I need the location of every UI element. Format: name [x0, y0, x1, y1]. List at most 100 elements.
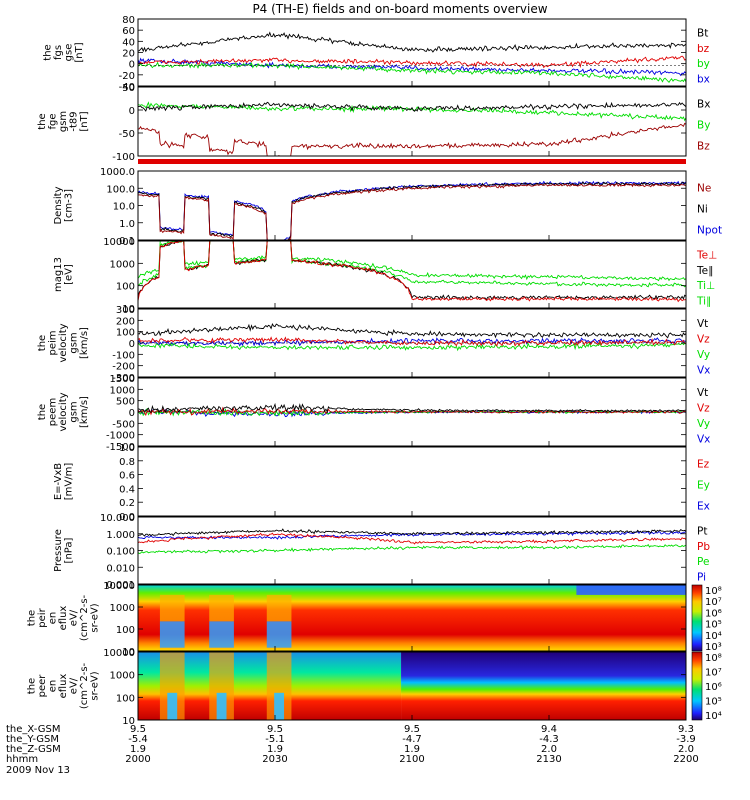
y-axis-label: mag13 [53, 257, 64, 292]
colorbar-tick-label: 10⁵ [705, 697, 722, 708]
legend-entry: By [697, 120, 710, 132]
legend-entry: Ti⊥ [696, 280, 715, 292]
footer-row-label: the_X-GSM [6, 724, 60, 735]
panel-frame [137, 170, 687, 241]
legend-entry: bx [697, 73, 710, 85]
y-axis-label: [km/s] [79, 396, 90, 428]
y-tick-label: 0 [129, 339, 135, 350]
y-axis-label: the [42, 44, 53, 60]
y-axis-label: eflux [58, 606, 69, 631]
y-tick-label: -500 [112, 419, 135, 430]
footer-value: 9.5 [267, 724, 283, 735]
trace-Vt [137, 323, 687, 339]
colorbar-tick-label: 10⁴ [705, 711, 722, 722]
panel-frame [137, 516, 687, 585]
legend-entry: Ti∥ [696, 295, 711, 307]
legend-entry: Pe [697, 556, 709, 568]
y-axis-label: gsm [69, 401, 80, 422]
y-axis-label: en [48, 612, 59, 625]
footer-value: 9.5 [130, 724, 146, 735]
y-tick-label: -50 [119, 129, 135, 140]
legend-entry: Ey [697, 480, 710, 492]
y-tick-label: 1.000 [106, 530, 135, 541]
legend-entry: bz [697, 43, 710, 55]
y-tick-label: -100 [112, 350, 135, 361]
y-tick-label: 0.010 [106, 563, 135, 574]
footer-value: -5.4 [128, 734, 148, 745]
chart-title: P4 (TH-E) fields and on-board moments ov… [252, 2, 547, 16]
y-tick-label: 300 [116, 305, 135, 316]
y-axis-label: eflux [58, 674, 69, 699]
y-tick-label: -20 [119, 71, 135, 82]
legend-entry: Bz [697, 141, 710, 153]
y-tick-label: -1000 [106, 431, 135, 442]
footer-value: 2.0 [541, 744, 557, 755]
y-tick-label: 200 [116, 316, 135, 327]
y-tick-label: 10.000 [100, 513, 135, 524]
y-tick-label: 60 [122, 26, 135, 37]
y-tick-label: -300 [112, 373, 135, 384]
trace-Pb [137, 532, 687, 545]
y-axis-label: sr-eV) [90, 603, 101, 632]
trace-Te [137, 240, 687, 301]
spectrogram-patch [266, 621, 292, 648]
spectrogram-patch [216, 692, 227, 720]
footer-value: 2.0 [678, 744, 694, 755]
y-axis-label: sr-eV) [90, 671, 101, 700]
y-axis-label: en [48, 680, 59, 693]
legend-entry: Ni [697, 204, 708, 216]
spectrogram-patch [209, 594, 234, 622]
y-tick-label: 1000 [110, 671, 135, 682]
y-tick-label: 100.0 [106, 184, 135, 195]
y-axis-label: the [27, 678, 38, 694]
legend-entry: Vt [697, 318, 708, 330]
panel-density: 1000.0 100.0 10.0 1.0 0.1 Density [cm-3] Ne Ni Np… [53, 167, 722, 247]
footer-value: 9.5 [404, 724, 420, 735]
y-axis-label: the [37, 404, 48, 420]
y-tick-label: 0 [129, 408, 135, 419]
footer-value: 1.9 [267, 744, 283, 755]
y-tick-label: -40 [119, 82, 135, 93]
y-axis-label: peir [37, 607, 48, 627]
y-axis-label: E=-VxB [53, 463, 64, 500]
y-tick-label: 1000 [110, 385, 135, 396]
panel-pressure: 10.000 1.000 0.100 0.010 0.001 Pressure [nPa] P… [53, 513, 711, 591]
y-tick-label: 10 [122, 304, 135, 315]
trace-Vx [137, 337, 687, 347]
y-tick-label: 50 [122, 83, 135, 94]
y-axis-label: [mV/m] [63, 463, 74, 501]
y-axis-label: [cm-3] [63, 189, 74, 222]
fge-red-bar [138, 159, 686, 164]
footer-value: -4.3 [539, 734, 559, 745]
trace-Ne [137, 182, 687, 241]
y-axis-label: gsm [58, 111, 69, 132]
legend-entry: Pi [697, 571, 706, 583]
spectrogram-patch [576, 585, 686, 595]
trace-Vy [137, 341, 687, 352]
legend-entry: Vy [697, 418, 710, 430]
y-axis-label: [nT] [74, 42, 85, 62]
y-tick-label: 0.8 [119, 457, 135, 468]
spectrogram-patch [266, 594, 292, 622]
trace-by [137, 61, 687, 84]
footer-value: 2000 [125, 754, 150, 765]
colorbar-tick-label: 10⁸ [705, 653, 722, 664]
footer-value: 9.4 [541, 724, 557, 735]
y-tick-label: -1500 [106, 442, 135, 453]
y-tick-label: 0 [129, 60, 135, 71]
y-tick-label: 100 [116, 625, 135, 636]
colorbar-tick-label: 10⁷ [705, 668, 722, 679]
y-axis-label: eV/ [69, 677, 80, 694]
legend-entry: Vz [697, 333, 710, 345]
footer-value: 2030 [262, 754, 287, 765]
y-tick-label: 1.0 [119, 443, 135, 454]
y-tick-label: 1000 [110, 603, 135, 614]
panel-frame [137, 18, 687, 87]
y-tick-label: 500 [116, 397, 135, 408]
footer-value: 2130 [536, 754, 561, 765]
footer-value: -5.1 [265, 734, 285, 745]
